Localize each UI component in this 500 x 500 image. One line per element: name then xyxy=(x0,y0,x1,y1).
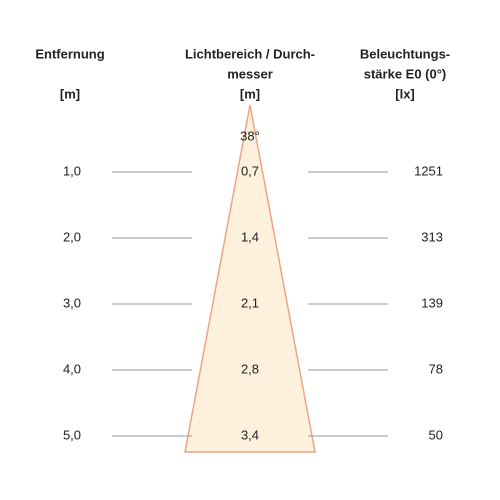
illuminance: 50 xyxy=(429,427,443,442)
column-header: Beleuchtungs- xyxy=(360,46,450,61)
column-unit: [m] xyxy=(240,86,260,101)
beam-angle: 38° xyxy=(240,128,260,143)
column-unit: [lx] xyxy=(395,86,415,101)
column-header: stärke E0 (0°) xyxy=(364,66,447,81)
illuminance: 313 xyxy=(421,229,443,244)
light-cone xyxy=(184,104,316,453)
illuminance: 78 xyxy=(429,361,443,376)
diameter: 3,4 xyxy=(241,427,259,442)
column-header: Entfernung xyxy=(35,46,104,61)
distance: 4,0 xyxy=(63,361,81,376)
illuminance: 1251 xyxy=(414,163,443,178)
column-header: Lichtbereich / Durch- xyxy=(185,46,315,61)
diameter: 2,1 xyxy=(241,295,259,310)
diameter: 0,7 xyxy=(241,163,259,178)
distance: 1,0 xyxy=(63,163,81,178)
distance: 2,0 xyxy=(63,229,81,244)
diameter: 1,4 xyxy=(241,229,259,244)
column-header: messer xyxy=(227,66,273,81)
illuminance: 139 xyxy=(421,295,443,310)
column-unit: [m] xyxy=(60,86,80,101)
distance: 3,0 xyxy=(63,295,81,310)
distance: 5,0 xyxy=(63,427,81,442)
diameter: 2,8 xyxy=(241,361,259,376)
